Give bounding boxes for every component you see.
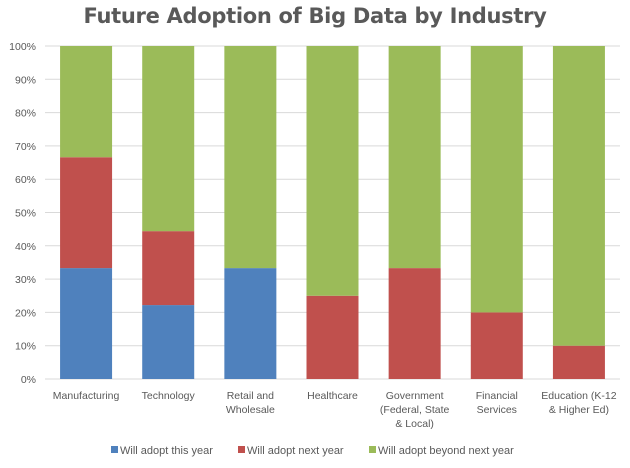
x-tick-label: Education (K-12 [541,390,616,402]
x-tick-label: Government [386,390,444,402]
legend-label: Will adopt beyond next year [378,445,514,457]
x-tick-label: (Federal, State [380,404,450,416]
x-tick-label: & Local) [395,418,434,430]
x-tick-label: Wholesale [226,404,275,416]
bar-segment [470,46,523,313]
x-tick-label: Healthcare [307,390,358,402]
bar-segment [224,46,277,269]
bar-segment [552,46,605,346]
bar-segment [142,231,195,306]
bar-segment [60,268,113,379]
legend-item: Will adopt next year [238,445,344,457]
bar-segment [388,268,441,379]
y-tick-label: 80% [15,108,36,120]
y-tick-label: 100% [9,41,36,53]
x-tick-label: Retail and [227,390,274,402]
y-tick-label: 40% [15,241,36,253]
bar-segment [142,46,195,232]
legend-label: Will adopt next year [247,445,344,457]
y-tick-label: 90% [15,74,36,86]
legend-item: Will adopt this year [111,445,213,457]
bar-segment [388,46,441,269]
legend-swatch [238,446,245,453]
x-tick-label: Technology [142,390,196,402]
bar-segment [60,157,113,269]
bar-segment [60,46,113,158]
bar-segment [142,305,195,379]
y-tick-label: 70% [15,141,36,153]
y-tick-label: 50% [15,208,36,220]
legend-swatch [111,446,118,453]
legend-swatch [369,446,376,453]
bar-segment [306,295,359,379]
x-tick-label: Financial [476,390,518,402]
legend-label: Will adopt this year [120,445,213,457]
bar-segment [224,268,277,379]
y-tick-label: 0% [21,374,36,386]
x-tick-label: Manufacturing [53,390,120,402]
bar-segment [470,312,523,379]
y-tick-label: 60% [15,174,36,186]
x-tick-label: Services [477,404,517,416]
x-tick-label: & Higher Ed) [549,404,609,416]
legend-item: Will adopt beyond next year [369,445,514,457]
chart-title: Future Adoption of Big Data by Industry [83,4,547,28]
y-tick-label: 20% [15,307,36,319]
bar-segment [306,46,359,296]
bar-segment [552,345,605,379]
y-tick-label: 30% [15,274,36,286]
y-tick-label: 10% [15,341,36,353]
